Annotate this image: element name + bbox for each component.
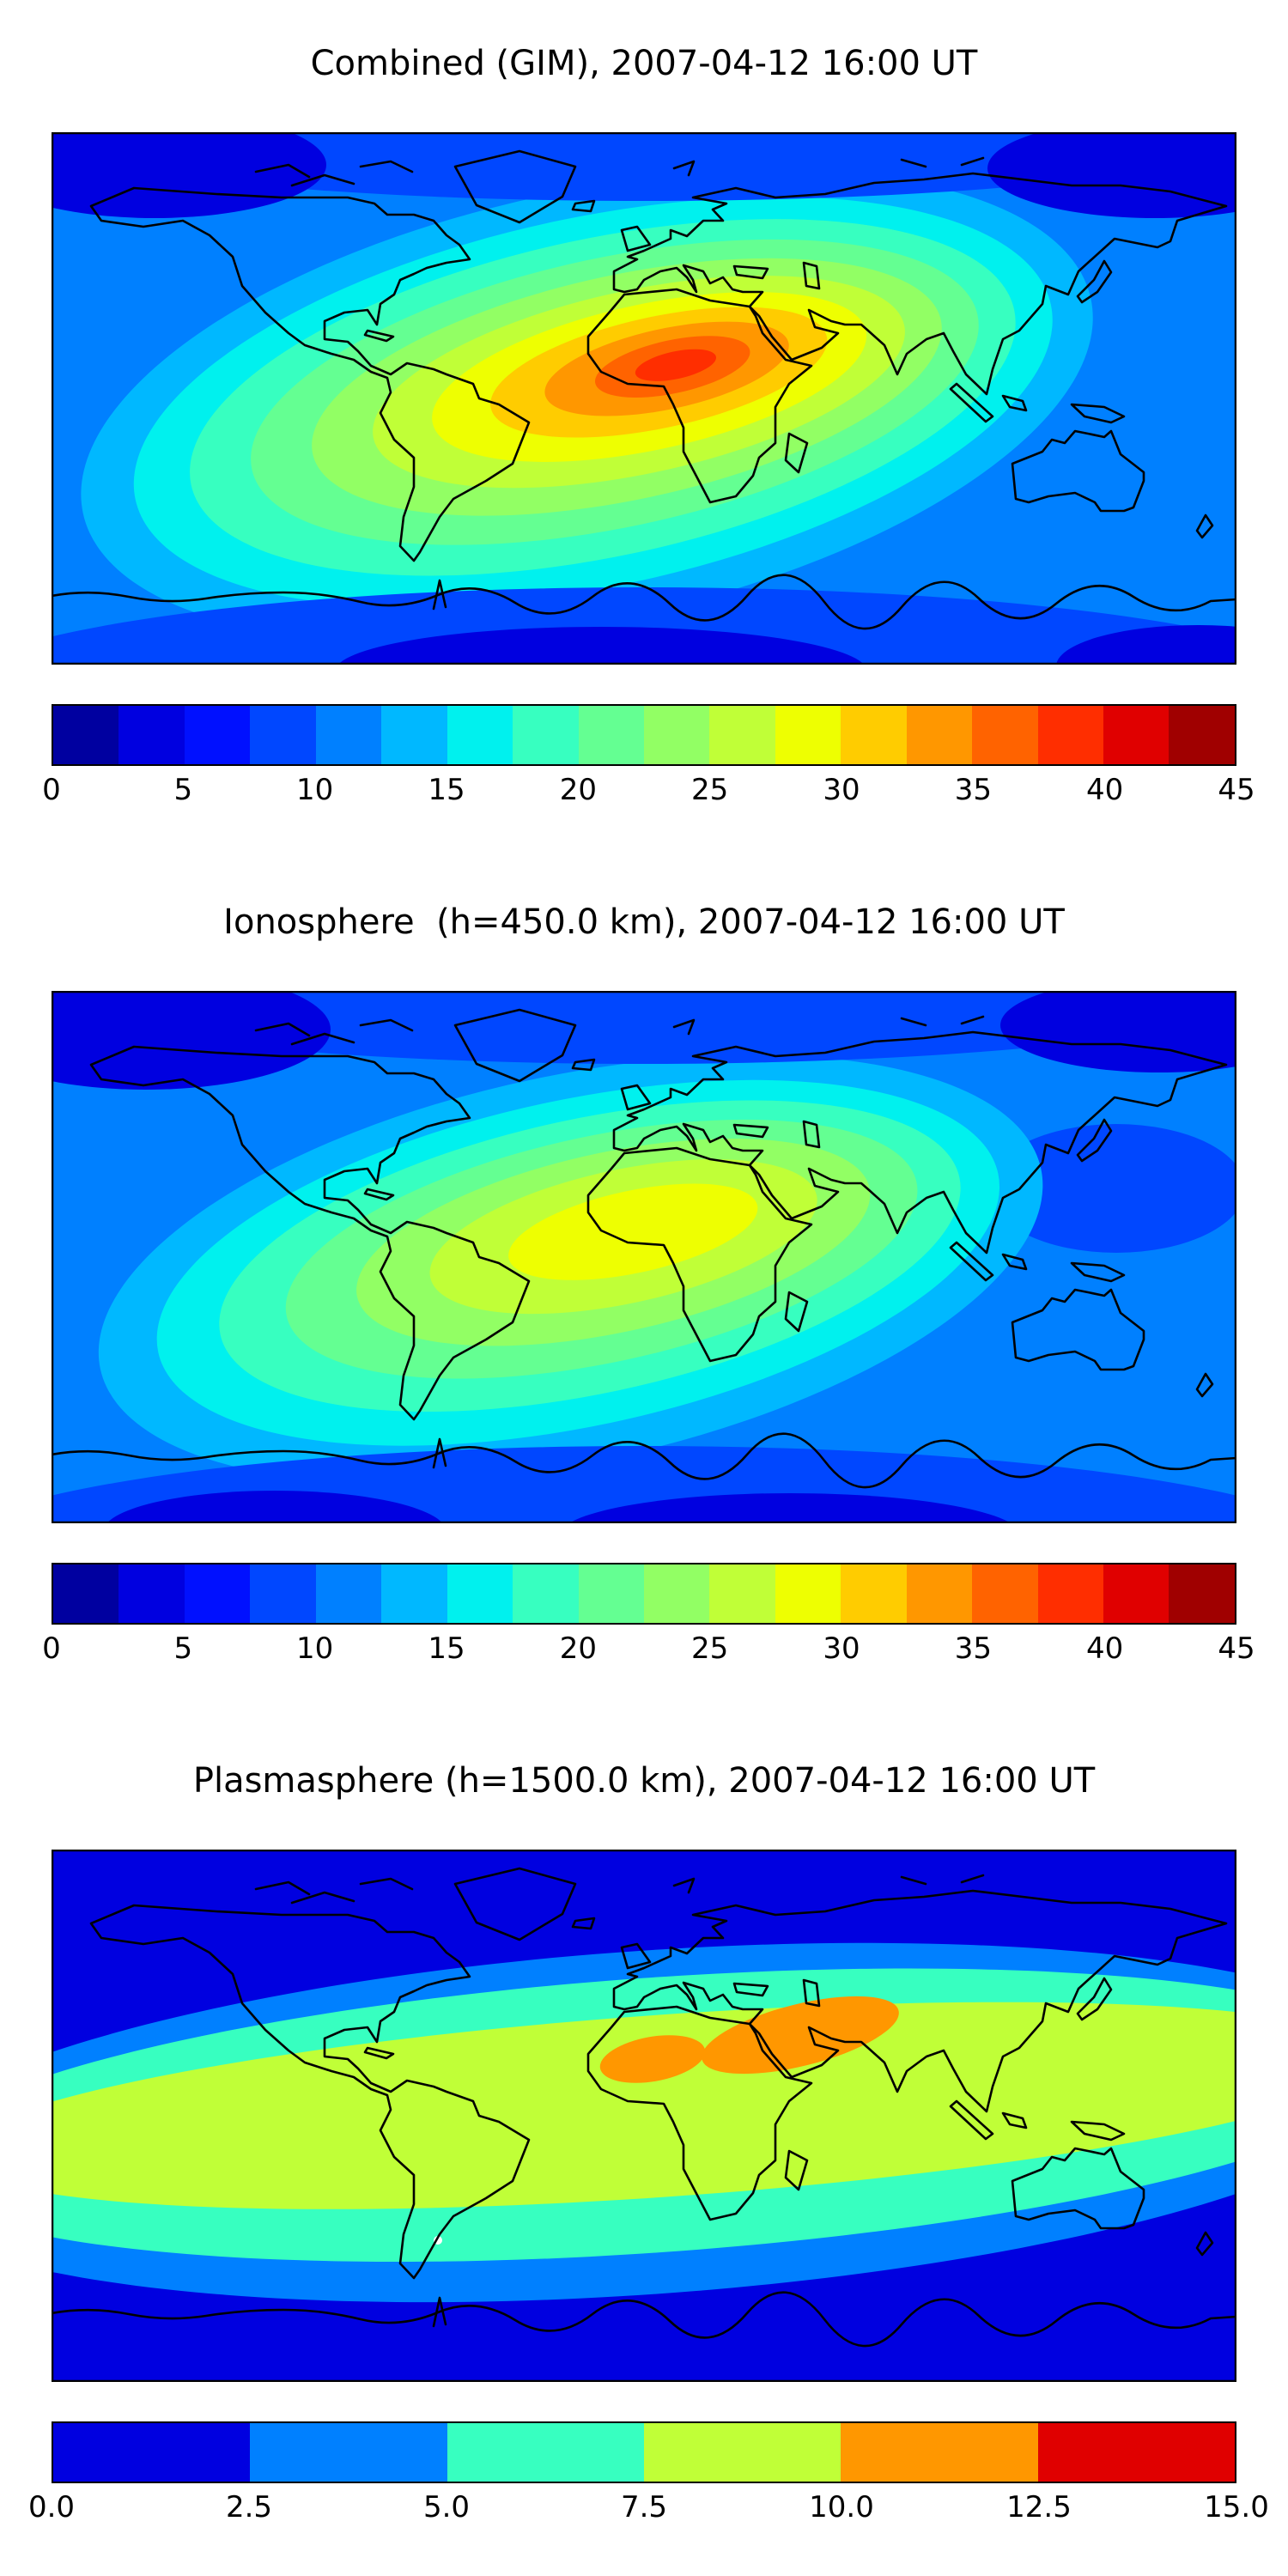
tec-enhancement-contours [98, 1054, 1043, 1483]
colorbar-tick-label: 15 [428, 1631, 465, 1666]
colorbar-tick-label: 5 [173, 1631, 193, 1666]
polar-low-contours [52, 991, 1236, 1523]
panel-ionosphere: Ionosphere (h=450.0 km), 2007-04-12 16:0… [0, 859, 1288, 1717]
colorbar-tick-label: 12.5 [1006, 2490, 1072, 2524]
colorbar-segment [709, 706, 775, 764]
colorbar-plasmasphere [52, 2421, 1236, 2483]
plasmasphere-peak-contours [599, 1996, 899, 2083]
colorbar-tick-label: 45 [1218, 1631, 1255, 1666]
colorbar-combined [52, 704, 1236, 766]
colorbar-ticks-combined: 0 5 10 15 20 25 30 35 40 45 [42, 771, 1255, 811]
colorbar-tick-label: 2.5 [225, 2490, 273, 2524]
map-frame [52, 991, 1236, 1523]
colorbar-segment [447, 1564, 513, 1623]
colorbar-tick-label: 10.0 [809, 2490, 874, 2524]
colorbar-tick-label: 25 [691, 773, 729, 807]
colorbar-segment [118, 1564, 185, 1623]
panel-combined: Combined (GIM), 2007-04-12 16:00 UT [0, 0, 1288, 859]
colorbar-segment [906, 1564, 973, 1623]
panel-title-combined: Combined (GIM), 2007-04-12 16:00 UT [310, 44, 978, 83]
colorbar-segment [1037, 1564, 1103, 1623]
colorbar-tick-label: 5.0 [422, 2490, 471, 2524]
panel-plasmasphere: Plasmasphere (h=1500.0 km), 2007-04-12 1… [0, 1717, 1288, 2576]
colorbar-segment [513, 706, 579, 764]
map-wrap-plasmasphere [52, 1850, 1236, 2382]
colorbar-segment [841, 1564, 907, 1623]
west-pacific-low [987, 1124, 1236, 1253]
colorbar-tick-label: 35 [954, 1631, 992, 1666]
colorbar-ionosphere [52, 1563, 1236, 1625]
colorbar-segment [184, 706, 251, 764]
world-map-combined [52, 132, 1236, 665]
colorbar-segment [53, 2423, 251, 2482]
colorbar-segment [775, 1564, 841, 1623]
colorbar-segment [643, 706, 710, 764]
colorbar-tick-label: 0 [42, 1631, 61, 1666]
colorbar-tick-label: 25 [691, 1631, 729, 1666]
colorbar-segment [1103, 1564, 1170, 1623]
colorbar-segment [709, 1564, 775, 1623]
colorbar-ticks-plasmasphere: 0.0 2.5 5.0 7.5 10.0 12.5 15.0 [28, 2488, 1269, 2528]
map-wrap-ionosphere [52, 991, 1236, 1523]
colorbar-tick-label: 20 [559, 773, 597, 807]
colorbar-segment [250, 706, 316, 764]
colorbar-tick-label: 40 [1086, 773, 1124, 807]
colorbar-tick-label: 15 [428, 773, 465, 807]
colorbar-tick-label: 30 [823, 1631, 860, 1666]
colorbar-tick-label: 40 [1086, 1631, 1124, 1666]
colorbar-segment [1169, 1564, 1235, 1623]
map-wrap-combined [52, 132, 1236, 665]
colorbar-segment [578, 706, 644, 764]
colorbar-segment [841, 2423, 1038, 2482]
colorbar-segment [972, 1564, 1038, 1623]
colorbar-segment [775, 706, 841, 764]
colorbar-segment [906, 706, 973, 764]
colorbar-segment [841, 706, 907, 764]
colorbar-segment [1037, 706, 1103, 764]
tec-enhancement-contours [81, 170, 1093, 642]
colorbar-segment [513, 1564, 579, 1623]
colorbar-segment [643, 2423, 841, 2482]
colorbar-segment [1037, 2423, 1235, 2482]
colorbar-tick-label: 10 [296, 773, 334, 807]
colorbar-tick-label: 5 [173, 773, 193, 807]
colorbar-segment [381, 1564, 447, 1623]
colorbar-segment [118, 706, 185, 764]
colorbar-segment [250, 1564, 316, 1623]
colorbar-segment [1169, 706, 1235, 764]
colorbar-tick-label: 0 [42, 773, 61, 807]
colorbar-tick-label: 7.5 [620, 2490, 668, 2524]
colorbar-segment [972, 706, 1038, 764]
colorbar-segment [250, 2423, 447, 2482]
world-map-plasmasphere [52, 1850, 1236, 2382]
colorbar-segment [447, 706, 513, 764]
colorbar-segment [447, 2423, 644, 2482]
map-frame [52, 1850, 1236, 2382]
colorbar-segment [381, 706, 447, 764]
colorbar-segment [578, 1564, 644, 1623]
colorbar-tick-label: 35 [954, 773, 992, 807]
map-frame [52, 132, 1236, 665]
panel-title-plasmasphere: Plasmasphere (h=1500.0 km), 2007-04-12 1… [192, 1761, 1096, 1801]
world-map-ionosphere [52, 991, 1236, 1523]
colorbar-ticks-ionosphere: 0 5 10 15 20 25 30 35 40 45 [42, 1630, 1255, 1669]
colorbar-segment [1103, 706, 1170, 764]
colorbar-segment [315, 706, 382, 764]
panel-title-ionosphere: Ionosphere (h=450.0 km), 2007-04-12 16:0… [223, 902, 1065, 942]
colorbar-segment [53, 1564, 119, 1623]
colorbar-segment [184, 1564, 251, 1623]
colorbar-tick-label: 0.0 [27, 2490, 76, 2524]
colorbar-tick-label: 10 [296, 1631, 334, 1666]
colorbar-tick-label: 15.0 [1204, 2490, 1269, 2524]
colorbar-tick-label: 45 [1218, 773, 1255, 807]
colorbar-segment [643, 1564, 710, 1623]
colorbar-segment [315, 1564, 382, 1623]
colorbar-tick-label: 30 [823, 773, 860, 807]
colorbar-segment [53, 706, 119, 764]
colorbar-tick-label: 20 [559, 1631, 597, 1666]
